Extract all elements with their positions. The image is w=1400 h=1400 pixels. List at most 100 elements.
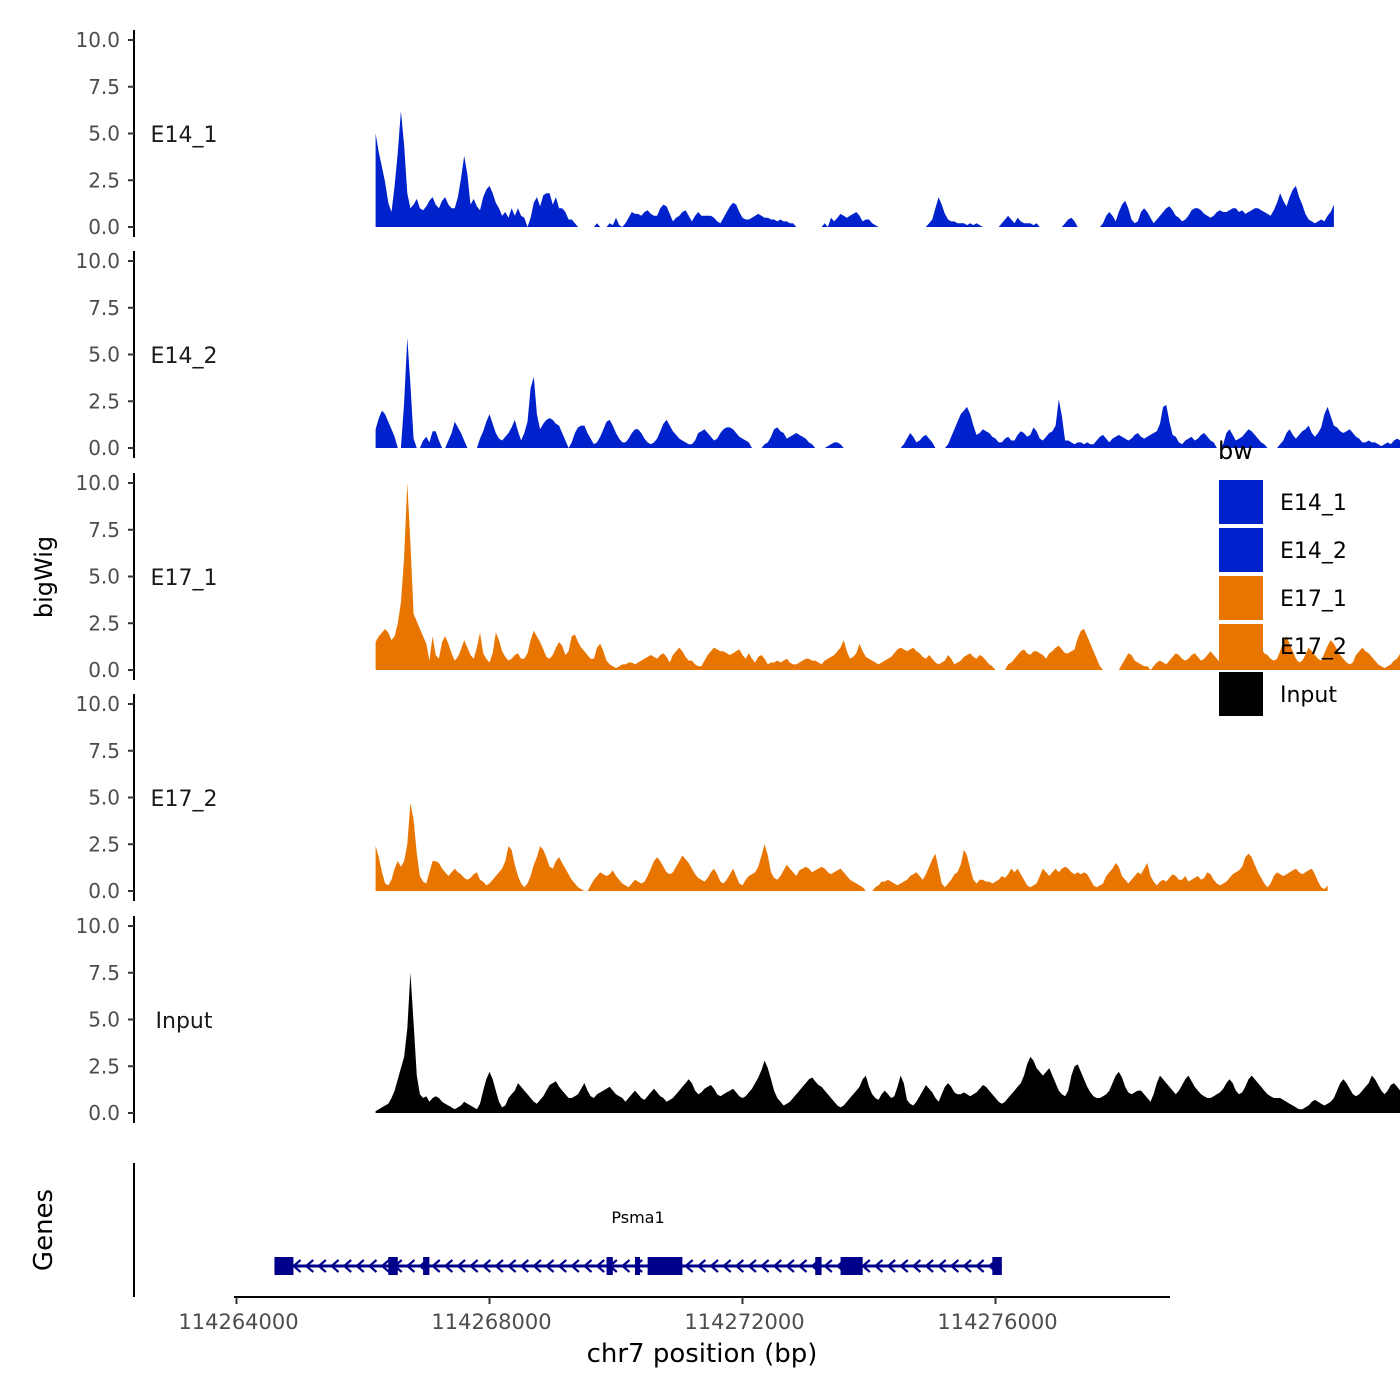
strand-arrow	[823, 1259, 833, 1273]
legend-items: E14_1 E14_2 E17_1 E17_2 Input	[1219, 480, 1347, 716]
y-tick-label: 10.0	[75, 692, 120, 716]
strand-arrow	[899, 1259, 909, 1273]
track-panel-e14-2: 0.0 2.5 5.0 7.5 10.0 E14_2	[75, 249, 1400, 460]
strand-arrow	[481, 1259, 492, 1273]
strand-arrow	[861, 1259, 871, 1273]
strand-arrow	[582, 1259, 593, 1273]
y-tick-label: 0.0	[88, 1101, 120, 1125]
strand-arrow	[329, 1259, 340, 1273]
gene-exon	[647, 1257, 683, 1275]
x-tick-label: 114272000	[684, 1310, 804, 1334]
signal-area-e14-1	[375, 111, 1334, 227]
strand-arrow	[380, 1259, 390, 1273]
strand-arrow	[721, 1259, 732, 1273]
genes-panel: Genes Psma1	[29, 1163, 1002, 1297]
x-axis-title: chr7 position (bp)	[587, 1339, 818, 1369]
x-tick-label: 114264000	[178, 1310, 298, 1334]
strand-arrow	[506, 1259, 517, 1273]
track-panel-e17-2: 0.0 2.5 5.0 7.5 10.0 E17_2	[75, 692, 1328, 903]
strand-arrow	[620, 1259, 631, 1273]
strand-arrow	[544, 1259, 555, 1273]
legend-label: E14_1	[1280, 491, 1347, 516]
strand-arrow	[291, 1259, 302, 1273]
strand-arrow	[684, 1259, 694, 1273]
gene-exon	[606, 1257, 613, 1275]
y-tick-label: 7.5	[88, 961, 120, 985]
strand-arrow	[911, 1259, 922, 1273]
strand-arrow	[494, 1259, 504, 1273]
strand-arrow	[367, 1259, 378, 1273]
strand-arrow	[355, 1259, 365, 1273]
legend-key-e17-1	[1219, 576, 1263, 620]
strand-arrow	[595, 1259, 605, 1273]
y-tick-label: 2.5	[88, 168, 120, 192]
gene-exon	[274, 1257, 294, 1275]
y-tick-label: 0.0	[88, 658, 120, 682]
gene-exon	[840, 1257, 863, 1275]
signal-area-input	[375, 972, 1400, 1113]
y-tick-label: 10.0	[75, 471, 120, 495]
strand-arrow	[924, 1259, 934, 1273]
strand-arrow	[532, 1259, 542, 1273]
strand-arrow	[759, 1259, 770, 1273]
strand-arrow	[557, 1259, 567, 1273]
x-axis-ticks: 114264000 114268000 114272000 114276000	[178, 1297, 1058, 1334]
track-label: E17_1	[151, 566, 218, 591]
strand-arrow	[797, 1259, 808, 1273]
y-tick-label: 2.5	[88, 832, 120, 856]
legend-key-e14-1	[1219, 480, 1263, 524]
track-label: Input	[156, 1009, 213, 1034]
strand-arrow	[709, 1259, 719, 1273]
y-tick-label: 7.5	[88, 518, 120, 542]
y-tick-label: 0.0	[88, 436, 120, 460]
strand-arrow	[342, 1259, 352, 1273]
y-tick-label: 5.0	[88, 343, 120, 367]
x-tick-label: 114276000	[937, 1310, 1057, 1334]
genes-axis-title: Genes	[29, 1189, 59, 1271]
signal-area-e17-1	[375, 483, 1400, 670]
y-tick-label: 10.0	[75, 249, 120, 273]
strand-arrow	[886, 1259, 896, 1273]
legend: bw E14_1 E14_2 E17_1 E17_2 Input	[1218, 437, 1347, 716]
legend-title: bw	[1218, 437, 1253, 465]
track-panel-input: 0.0 2.5 5.0 7.5 10.0 Input	[75, 914, 1400, 1125]
y-tick-label: 7.5	[88, 739, 120, 763]
strand-arrow	[937, 1259, 947, 1273]
strand-arrow	[747, 1259, 757, 1273]
legend-key-e14-2	[1219, 528, 1263, 572]
legend-label: E14_2	[1280, 539, 1347, 564]
gene-exon	[992, 1257, 1002, 1275]
strand-arrow	[734, 1259, 745, 1273]
track-panel-e14-1: 0.0 2.5 5.0 7.5 10.0 E14_1	[75, 28, 1334, 239]
y-axis-title: bigWig	[30, 536, 58, 618]
gene-exons	[274, 1257, 1002, 1275]
gene-exon	[388, 1257, 398, 1275]
signal-area-e14-2	[375, 337, 1400, 448]
y-tick-label: 0.0	[88, 215, 120, 239]
y-tick-label: 2.5	[88, 611, 120, 635]
strand-arrow	[785, 1259, 795, 1273]
gene-exon	[423, 1257, 430, 1275]
strand-arrow	[772, 1259, 783, 1273]
legend-label: Input	[1280, 683, 1337, 708]
strand-arrow	[468, 1259, 479, 1273]
track-panel-e17-1: 0.0 2.5 5.0 7.5 10.0 E17_1	[75, 471, 1400, 682]
gene-exon	[634, 1257, 641, 1275]
y-tick-label: 7.5	[88, 75, 120, 99]
y-tick-label: 2.5	[88, 389, 120, 413]
signal-area-e17-2	[375, 803, 1328, 891]
legend-label: E17_2	[1280, 635, 1347, 660]
strand-arrow	[456, 1259, 466, 1273]
gene-name-label: Psma1	[611, 1208, 664, 1227]
strand-arrow	[443, 1259, 454, 1273]
strand-arrow	[431, 1259, 441, 1273]
strand-arrow	[974, 1259, 985, 1273]
x-tick-label: 114268000	[431, 1310, 551, 1334]
strand-arrow	[570, 1259, 580, 1273]
strand-arrow	[873, 1259, 884, 1273]
strand-arrow	[304, 1259, 314, 1273]
strand-arrow	[696, 1259, 707, 1273]
x-axis: 114264000 114268000 114272000 114276000 chr…	[178, 1296, 1170, 1369]
strand-arrow	[317, 1259, 327, 1273]
legend-label: E17_1	[1280, 587, 1347, 612]
